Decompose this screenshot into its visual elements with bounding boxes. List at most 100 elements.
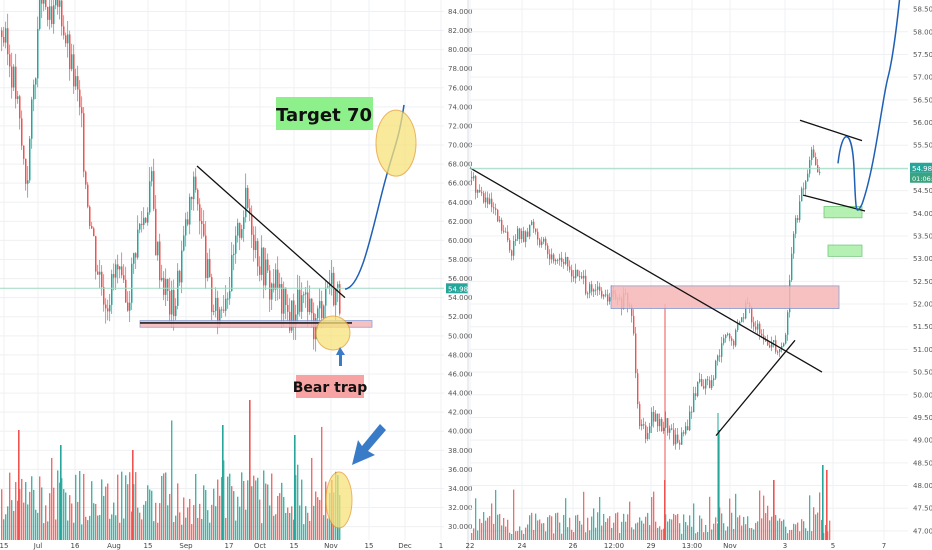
y-tick-label: 48.000 <box>913 482 932 490</box>
volume-bar <box>607 518 609 540</box>
candle <box>277 269 279 289</box>
volume-bar <box>321 426 323 540</box>
candle <box>733 340 735 346</box>
candle <box>201 220 203 224</box>
pointer-arrow-icon <box>352 424 386 465</box>
volume-bar <box>537 520 539 540</box>
candle <box>637 373 639 405</box>
candle <box>57 0 59 7</box>
candle <box>317 308 319 319</box>
y-tick-label: 42.000 <box>448 409 473 417</box>
y-tick-label: 53.500 <box>913 232 932 240</box>
candle <box>677 434 679 443</box>
volume-bar <box>3 519 5 540</box>
candle <box>149 181 151 213</box>
volume-bar <box>757 521 759 540</box>
bear-trap-label: Bear trap <box>293 380 367 396</box>
candle <box>505 231 507 233</box>
candle <box>811 149 813 161</box>
candle <box>745 302 747 319</box>
volume-bar <box>763 495 765 540</box>
candle <box>661 419 663 432</box>
candle <box>71 54 73 70</box>
candle <box>519 228 521 240</box>
candle <box>315 318 317 340</box>
candle <box>97 271 99 275</box>
volume-bar <box>611 527 613 540</box>
y-tick-label: 47.500 <box>913 505 932 513</box>
volume-bar <box>159 503 161 540</box>
volume-bar <box>513 489 515 540</box>
volume-bar <box>287 507 289 540</box>
volume-bar <box>51 457 53 540</box>
candle <box>649 426 651 434</box>
candle <box>221 309 223 311</box>
candle <box>561 257 563 262</box>
volume-bar <box>233 491 235 540</box>
volume-bar <box>313 505 315 540</box>
volume-bar <box>294 435 296 540</box>
y-tick-label: 52.000 <box>448 313 473 321</box>
volume-bar <box>535 513 537 540</box>
candle <box>89 206 91 227</box>
candle <box>571 269 573 277</box>
candle <box>151 171 153 182</box>
candle <box>727 333 729 335</box>
last-price-tag <box>910 162 932 173</box>
candle <box>111 273 113 305</box>
volume-bar <box>71 503 73 540</box>
volume-bar <box>755 522 757 540</box>
ascending-trendline <box>715 339 796 437</box>
volume-bar <box>243 480 245 540</box>
candle <box>517 228 519 240</box>
volume-bar <box>231 486 233 540</box>
volume-bar <box>489 516 491 540</box>
volume-bar <box>497 514 499 540</box>
volume-bar <box>219 495 221 540</box>
volume-bar <box>239 506 241 540</box>
candle <box>795 218 797 234</box>
candle <box>263 247 265 286</box>
candle <box>219 309 221 325</box>
volume-bar <box>157 522 159 540</box>
candle <box>187 219 189 225</box>
candle <box>685 426 687 434</box>
volume-bar <box>81 524 83 540</box>
candle <box>23 145 25 159</box>
volume-bar <box>799 531 801 540</box>
volume-bar <box>319 499 321 540</box>
volume-bar <box>135 472 137 540</box>
volume-bar <box>229 473 231 540</box>
candle <box>53 5 55 24</box>
volume-bar <box>277 495 279 540</box>
left-y-axis <box>446 0 468 540</box>
candle <box>101 271 103 288</box>
volume-bar <box>267 484 269 540</box>
candle <box>105 304 107 309</box>
volume-bar <box>801 519 803 540</box>
candle <box>741 317 743 323</box>
volume-bar <box>623 513 625 540</box>
y-tick-label: 56.000 <box>913 119 932 127</box>
left-chart-panel: Target 70 Bear trap 84.000 82.000 80.000 78.0… <box>0 0 473 550</box>
volume-bar <box>291 506 293 540</box>
candle <box>515 239 517 241</box>
volume-bar <box>189 498 191 540</box>
y-tick-label: 36.000 <box>448 466 473 474</box>
candle <box>303 294 305 296</box>
candle <box>577 269 579 277</box>
volume-bar <box>177 483 179 540</box>
volume-bar <box>39 476 41 540</box>
volume-bar <box>211 504 213 540</box>
candle <box>7 28 9 55</box>
volume-bar <box>261 523 263 540</box>
volume-bar <box>787 533 789 540</box>
candle <box>607 294 609 302</box>
candle <box>293 300 295 326</box>
y-tick-label: 48.500 <box>913 459 932 467</box>
candle <box>477 190 479 193</box>
candle <box>593 289 595 292</box>
volume-bar <box>591 516 593 540</box>
volume-bar <box>185 517 187 540</box>
